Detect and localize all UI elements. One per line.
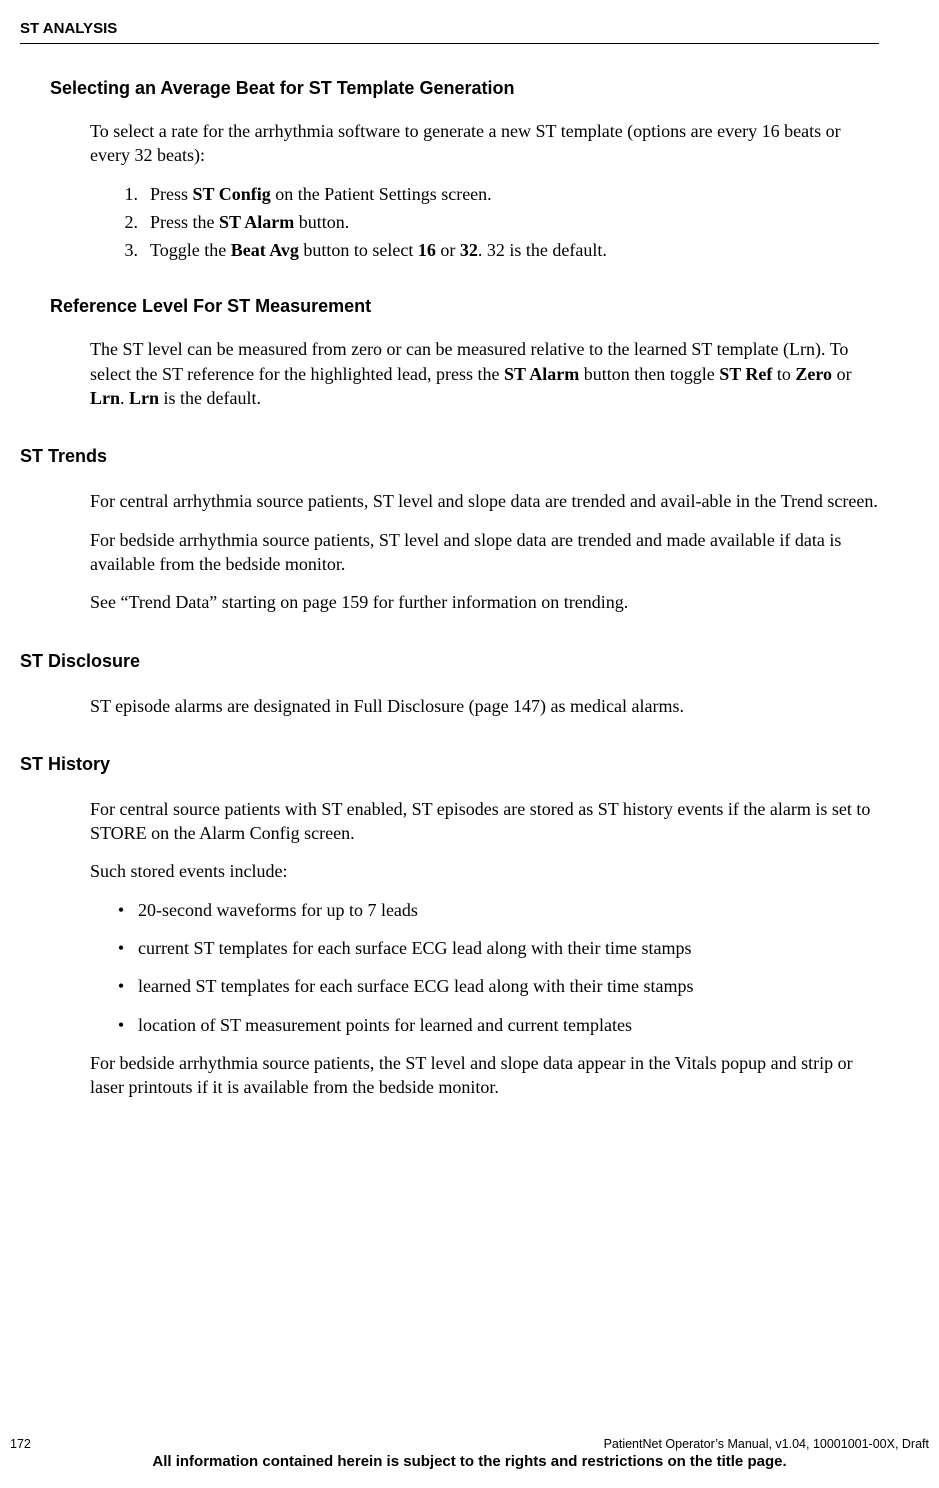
- list-item: 3. Toggle the Beat Avg button to select …: [90, 238, 879, 262]
- list-text: location of ST measurement points for le…: [138, 1013, 632, 1037]
- bullet-icon: •: [90, 974, 138, 998]
- heading-st-disclosure: ST Disclosure: [20, 651, 879, 672]
- list-item: •current ST templates for each surface E…: [90, 936, 879, 960]
- heading-st-history: ST History: [20, 754, 879, 775]
- heading-selecting-beat: Selecting an Average Beat for ST Templat…: [50, 78, 879, 99]
- list-text: learned ST templates for each surface EC…: [138, 974, 694, 998]
- paragraph: For bedside arrhythmia source patients, …: [90, 1051, 879, 1100]
- list-number: 2.: [90, 210, 150, 234]
- list-number: 1.: [90, 182, 150, 206]
- paragraph: Such stored events include:: [90, 859, 879, 883]
- list-item: 2. Press the ST Alarm button.: [90, 210, 879, 234]
- list-text: 20-second waveforms for up to 7 leads: [138, 898, 418, 922]
- bullet-icon: •: [90, 936, 138, 960]
- list-text: Press ST Config on the Patient Settings …: [150, 182, 492, 206]
- paragraph: To select a rate for the arrhythmia soft…: [90, 119, 879, 168]
- paragraph: ST episode alarms are designated in Full…: [90, 694, 879, 718]
- paragraph: The ST level can be measured from zero o…: [90, 337, 879, 410]
- list-item: •20-second waveforms for up to 7 leads: [90, 898, 879, 922]
- list-item: •learned ST templates for each surface E…: [90, 974, 879, 998]
- heading-st-trends: ST Trends: [20, 446, 879, 467]
- list-text: Press the ST Alarm button.: [150, 210, 349, 234]
- list-number: 3.: [90, 238, 150, 262]
- bullet-list: •20-second waveforms for up to 7 leads •…: [90, 898, 879, 1037]
- list-text: current ST templates for each surface EC…: [138, 936, 692, 960]
- paragraph: For central source patients with ST enab…: [90, 797, 879, 846]
- list-item: 1. Press ST Config on the Patient Settin…: [90, 182, 879, 206]
- page-number: 172: [10, 1437, 31, 1451]
- footer-right: PatientNet Operator’s Manual, v1.04, 100…: [604, 1437, 929, 1451]
- page-footer: 172 PatientNet Operator’s Manual, v1.04,…: [0, 1437, 939, 1470]
- footer-notice: All information contained herein is subj…: [10, 1453, 929, 1470]
- paragraph: See “Trend Data” starting on page 159 fo…: [90, 590, 879, 614]
- paragraph: For central arrhythmia source patients, …: [90, 489, 879, 513]
- bullet-icon: •: [90, 898, 138, 922]
- heading-reference-level: Reference Level For ST Measurement: [50, 296, 879, 317]
- list-item: •location of ST measurement points for l…: [90, 1013, 879, 1037]
- list-text: Toggle the Beat Avg button to select 16 …: [150, 238, 607, 262]
- paragraph: For bedside arrhythmia source patients, …: [90, 528, 879, 577]
- ordered-list: 1. Press ST Config on the Patient Settin…: [90, 182, 879, 263]
- running-header: ST ANALYSIS: [20, 20, 879, 44]
- bullet-icon: •: [90, 1013, 138, 1037]
